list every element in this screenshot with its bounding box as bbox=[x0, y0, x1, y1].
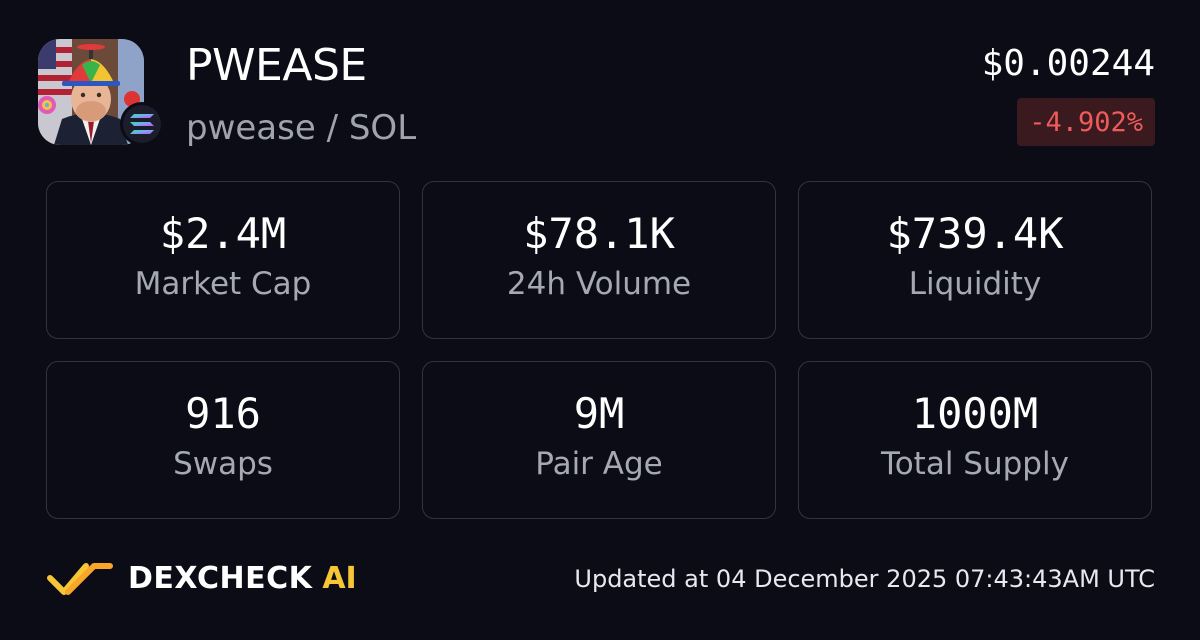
token-pair: pwease / SOL bbox=[186, 108, 417, 148]
price-change-badge: -4.902% bbox=[1017, 98, 1155, 146]
token-portrait-icon bbox=[38, 39, 144, 145]
stat-value: 916 bbox=[185, 389, 261, 438]
solana-icon bbox=[120, 102, 164, 146]
token-name: PWEASE bbox=[186, 40, 367, 91]
brand-suffix: AI bbox=[322, 560, 357, 596]
stat-label: Swaps bbox=[173, 446, 273, 482]
updated-timestamp: Updated at 04 December 2025 07:43:43AM U… bbox=[574, 565, 1155, 593]
stat-value: 9M bbox=[573, 389, 625, 438]
token-price: $0.00244 bbox=[981, 43, 1155, 84]
stat-label: Market Cap bbox=[134, 266, 312, 302]
stat-label: Total Supply bbox=[881, 446, 1069, 482]
stat-pair-age: 9M Pair Age bbox=[422, 361, 776, 519]
stat-value: 1000M bbox=[911, 389, 1039, 438]
stat-value: $739.4K bbox=[886, 209, 1064, 258]
brand-name: DEXCHECK bbox=[128, 560, 313, 596]
stat-total-supply: 1000M Total Supply bbox=[798, 361, 1152, 519]
price-change-value: -4.902% bbox=[1029, 106, 1143, 138]
stat-label: Liquidity bbox=[908, 266, 1042, 302]
stat-label: Pair Age bbox=[535, 446, 663, 482]
stat-24h-volume: $78.1K 24h Volume bbox=[422, 181, 776, 339]
stat-swaps: 916 Swaps bbox=[46, 361, 400, 519]
stat-value: $78.1K bbox=[523, 209, 675, 258]
stat-value: $2.4M bbox=[159, 209, 287, 258]
brand-logo: DEXCHECK AI bbox=[46, 556, 357, 600]
dexcheck-check-icon bbox=[47, 563, 113, 595]
stat-market-cap: $2.4M Market Cap bbox=[46, 181, 400, 339]
stat-liquidity: $739.4K Liquidity bbox=[798, 181, 1152, 339]
stat-label: 24h Volume bbox=[506, 266, 692, 302]
